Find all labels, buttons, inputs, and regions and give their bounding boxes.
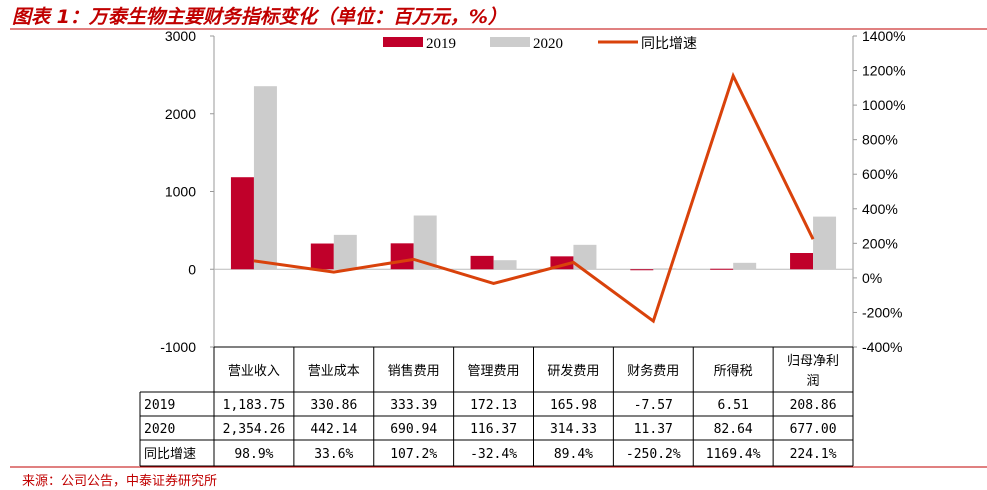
table-cell: 442.14 <box>310 422 357 437</box>
bar-2020 <box>733 262 757 270</box>
right-tick-label: 1200% <box>862 63 906 79</box>
bar-2019 <box>630 269 654 271</box>
right-tick-label: 600% <box>862 166 898 182</box>
legend-swatch-2020 <box>490 37 530 47</box>
category-label: 润 <box>807 374 820 389</box>
right-tick-label: 800% <box>862 132 898 148</box>
growth-line <box>253 71 815 324</box>
source-note: 来源：公司公告，中泰证券研究所 <box>22 474 218 489</box>
category-label: 所得税 <box>714 363 753 379</box>
bar-2020 <box>813 216 837 270</box>
right-tick-label: 0% <box>862 270 882 286</box>
legend-label-growth: 同比增速 <box>641 36 697 52</box>
legend-label-2019: 2019 <box>426 36 456 52</box>
table-cell: -250.2% <box>626 447 681 462</box>
table-cell: 107.2% <box>390 447 437 462</box>
table-cell: -7.57 <box>634 398 673 413</box>
right-tick-label: -400% <box>862 339 902 355</box>
category-label: 财务费用 <box>627 363 679 379</box>
right-tick-label: 200% <box>862 235 898 251</box>
bar-2020 <box>573 244 597 270</box>
category-label: 归母净利 <box>787 354 839 369</box>
table-cell: 11.37 <box>634 422 673 437</box>
right-tick-label: -200% <box>862 304 902 320</box>
legend-swatch-2019 <box>383 37 423 47</box>
table-cell: 208.86 <box>790 398 837 413</box>
left-tick-label: 3000 <box>165 28 196 44</box>
bar-2019 <box>230 177 254 270</box>
right-tick-label: 400% <box>862 201 898 217</box>
table-cell: 165.98 <box>550 398 597 413</box>
category-label: 管理费用 <box>468 364 520 379</box>
legend-label-2020: 2020 <box>533 36 563 52</box>
left-tick-label: -1000 <box>160 339 196 355</box>
category-label: 营业成本 <box>308 364 360 379</box>
right-tick-label: 1000% <box>862 97 906 113</box>
table-cell: 116.37 <box>470 422 517 437</box>
bar-2019 <box>710 268 734 270</box>
row-header: 2020 <box>144 422 175 437</box>
table-cell: 224.1% <box>790 447 837 462</box>
row-header: 同比增速 <box>144 447 196 462</box>
table-cell: 89.4% <box>554 447 593 462</box>
table-cell: 314.33 <box>550 422 597 437</box>
left-tick-label: 1000 <box>165 184 196 200</box>
bar-2019 <box>790 253 814 270</box>
bar-2020 <box>253 86 277 270</box>
bar-2020 <box>653 268 677 270</box>
bar-2019 <box>390 243 414 270</box>
right-tick-label: 1400% <box>862 28 906 44</box>
chart-title: 图表 1：万泰生物主要财务指标变化（单位：百万元，%） <box>12 6 507 28</box>
table-cell: 172.13 <box>470 398 517 413</box>
table-cell: 1169.4% <box>706 447 761 462</box>
bar-2019 <box>470 255 494 270</box>
table-cell: 2,354.26 <box>223 422 286 437</box>
table-cell: 690.94 <box>390 422 437 437</box>
left-tick-label: 0 <box>188 261 196 277</box>
table-cell: 330.86 <box>310 398 357 413</box>
left-tick-label: 2000 <box>165 106 196 122</box>
table-cell: 333.39 <box>390 398 437 413</box>
table-cell: 6.51 <box>718 398 749 413</box>
table-cell: 1,183.75 <box>223 398 286 413</box>
bar-2019 <box>310 243 334 270</box>
table-cell: 98.9% <box>234 447 273 462</box>
category-label: 研发费用 <box>547 363 599 379</box>
bar-2020 <box>333 234 357 270</box>
bar-2020 <box>493 260 517 270</box>
category-label: 营业收入 <box>228 364 280 379</box>
table-cell: -32.4% <box>470 447 517 462</box>
table-cell: 82.64 <box>714 422 753 437</box>
category-label: 销售费用 <box>388 363 440 379</box>
bar-2020 <box>413 215 437 270</box>
table-cell: 33.6% <box>314 447 353 462</box>
table-cell: 677.00 <box>790 422 837 437</box>
row-header: 2019 <box>144 398 175 413</box>
